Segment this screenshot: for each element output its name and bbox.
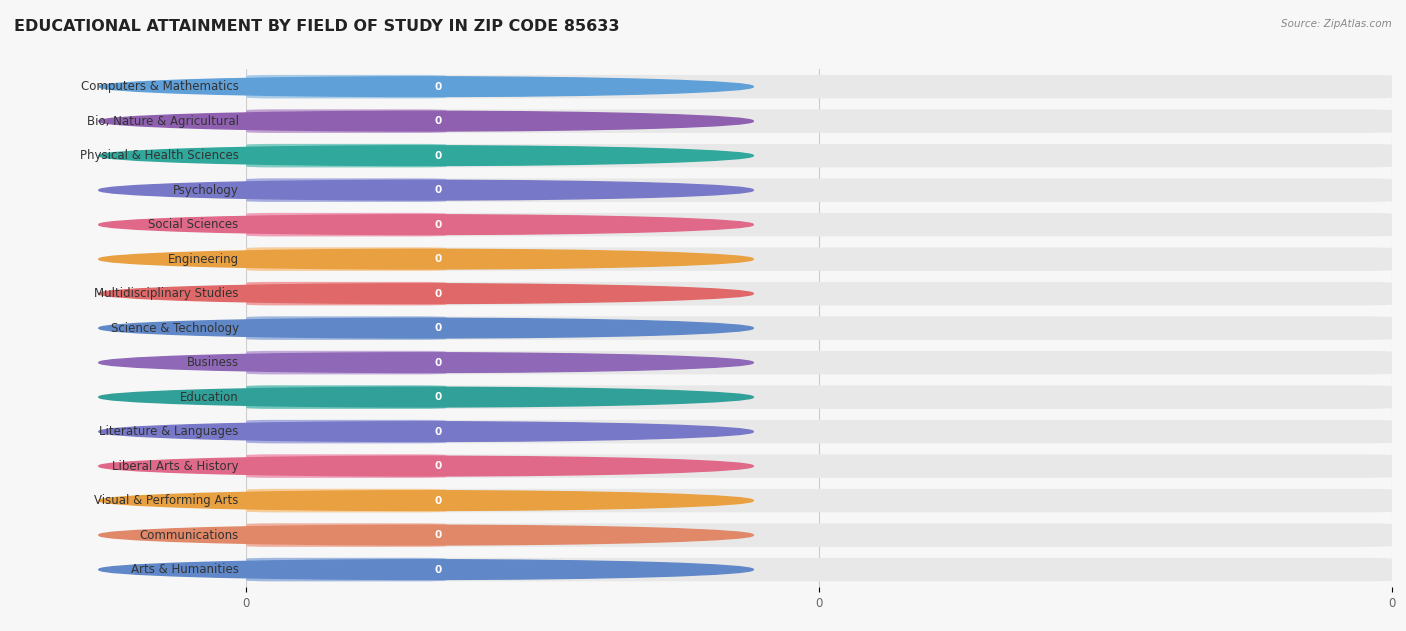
Text: 0: 0 — [434, 220, 441, 230]
FancyBboxPatch shape — [246, 179, 447, 202]
Text: Arts & Humanities: Arts & Humanities — [131, 563, 239, 576]
FancyBboxPatch shape — [246, 523, 1392, 547]
Text: Literature & Languages: Literature & Languages — [100, 425, 239, 438]
FancyBboxPatch shape — [246, 489, 1392, 512]
FancyBboxPatch shape — [246, 316, 1392, 340]
Circle shape — [98, 249, 754, 269]
FancyBboxPatch shape — [246, 558, 1392, 581]
Circle shape — [98, 318, 754, 338]
Text: EDUCATIONAL ATTAINMENT BY FIELD OF STUDY IN ZIP CODE 85633: EDUCATIONAL ATTAINMENT BY FIELD OF STUDY… — [14, 19, 620, 34]
Text: 0: 0 — [434, 495, 441, 505]
FancyBboxPatch shape — [246, 489, 447, 512]
Text: 0: 0 — [434, 81, 441, 91]
Text: 0: 0 — [434, 427, 441, 437]
FancyBboxPatch shape — [246, 247, 447, 271]
Circle shape — [98, 215, 754, 235]
FancyBboxPatch shape — [246, 75, 1392, 98]
Text: Physical & Health Sciences: Physical & Health Sciences — [80, 149, 239, 162]
FancyBboxPatch shape — [246, 386, 1392, 409]
Text: 0: 0 — [434, 461, 441, 471]
Text: Science & Technology: Science & Technology — [111, 322, 239, 334]
FancyBboxPatch shape — [246, 523, 447, 547]
Circle shape — [98, 387, 754, 407]
Circle shape — [98, 111, 754, 131]
Text: 0: 0 — [434, 392, 441, 402]
FancyBboxPatch shape — [246, 109, 447, 133]
Text: Psychology: Psychology — [173, 184, 239, 197]
Text: 0: 0 — [434, 185, 441, 195]
FancyBboxPatch shape — [246, 282, 447, 305]
FancyBboxPatch shape — [246, 109, 1392, 133]
Text: Visual & Performing Arts: Visual & Performing Arts — [94, 494, 239, 507]
Text: Social Sciences: Social Sciences — [149, 218, 239, 231]
Text: 0: 0 — [434, 116, 441, 126]
FancyBboxPatch shape — [246, 316, 447, 340]
Text: Bio, Nature & Agricultural: Bio, Nature & Agricultural — [87, 115, 239, 127]
Circle shape — [98, 525, 754, 545]
FancyBboxPatch shape — [246, 144, 1392, 167]
Text: Source: ZipAtlas.com: Source: ZipAtlas.com — [1281, 19, 1392, 29]
Text: 0: 0 — [434, 288, 441, 298]
FancyBboxPatch shape — [246, 420, 447, 444]
Circle shape — [98, 77, 754, 97]
FancyBboxPatch shape — [246, 179, 1392, 202]
FancyBboxPatch shape — [246, 558, 447, 581]
Text: Communications: Communications — [139, 529, 239, 541]
Text: 0: 0 — [434, 565, 441, 575]
FancyBboxPatch shape — [246, 282, 1392, 305]
FancyBboxPatch shape — [246, 454, 1392, 478]
Text: 0: 0 — [434, 151, 441, 161]
Text: Liberal Arts & History: Liberal Arts & History — [112, 459, 239, 473]
FancyBboxPatch shape — [246, 351, 1392, 374]
Text: Engineering: Engineering — [167, 252, 239, 266]
Circle shape — [98, 353, 754, 372]
FancyBboxPatch shape — [246, 247, 1392, 271]
Circle shape — [98, 456, 754, 476]
Text: 0: 0 — [434, 254, 441, 264]
Text: 0: 0 — [434, 358, 441, 368]
FancyBboxPatch shape — [246, 144, 447, 167]
Text: Multidisciplinary Studies: Multidisciplinary Studies — [94, 287, 239, 300]
FancyBboxPatch shape — [246, 351, 447, 374]
Text: Computers & Mathematics: Computers & Mathematics — [80, 80, 239, 93]
FancyBboxPatch shape — [246, 213, 1392, 237]
Text: 0: 0 — [434, 323, 441, 333]
FancyBboxPatch shape — [246, 213, 447, 237]
Circle shape — [98, 422, 754, 442]
Circle shape — [98, 560, 754, 579]
FancyBboxPatch shape — [246, 420, 1392, 444]
Text: Education: Education — [180, 391, 239, 404]
FancyBboxPatch shape — [246, 386, 447, 409]
FancyBboxPatch shape — [246, 75, 447, 98]
Circle shape — [98, 146, 754, 165]
Text: 0: 0 — [434, 530, 441, 540]
Circle shape — [98, 180, 754, 200]
Circle shape — [98, 491, 754, 510]
Circle shape — [98, 284, 754, 304]
FancyBboxPatch shape — [246, 454, 447, 478]
Text: Business: Business — [187, 356, 239, 369]
